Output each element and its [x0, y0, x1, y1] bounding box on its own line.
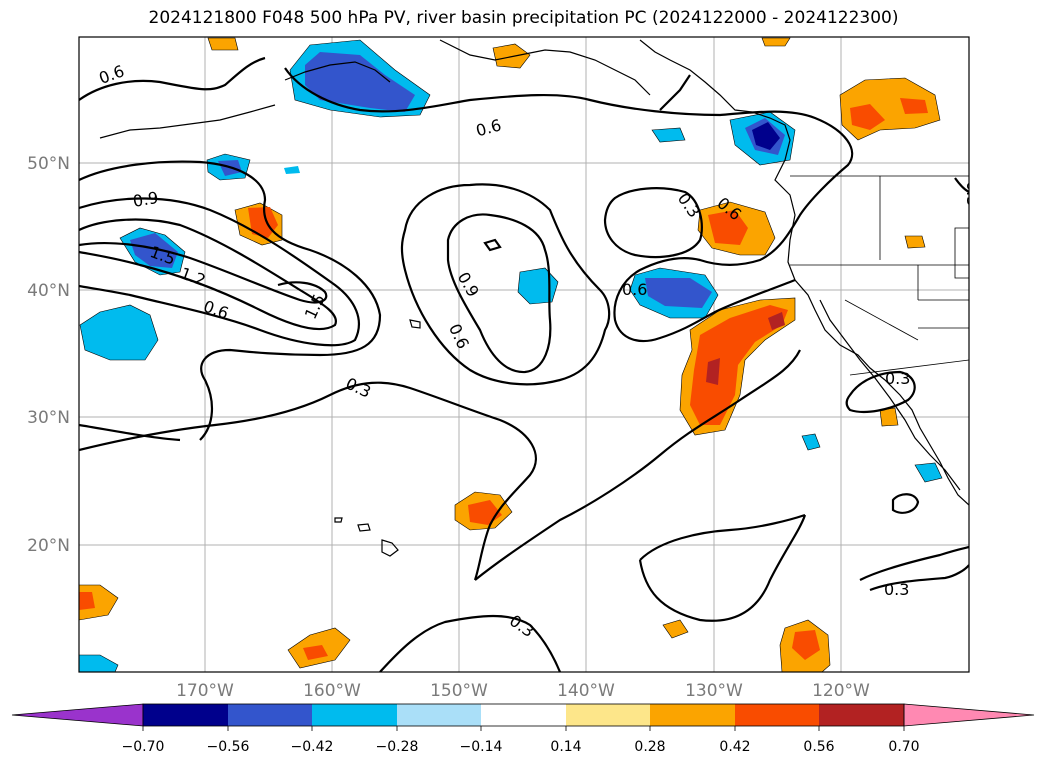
longitude-labels: 170°W 160°W 150°W 140°W 130°W 120°W	[176, 681, 870, 701]
colorbar-tick-label: 0.42	[719, 739, 750, 755]
coastlines	[99, 39, 969, 557]
colorbar-tick-label: −0.28	[376, 739, 419, 755]
colorbar-tick-label: 0.14	[550, 739, 581, 755]
state-borders	[790, 175, 969, 376]
map-panel	[79, 37, 969, 672]
colorbar-swatch	[481, 704, 566, 726]
colorbar-tick-label: −0.56	[207, 739, 250, 755]
contour-label: 0.3	[885, 369, 910, 388]
lon-label: 120°W	[812, 681, 870, 701]
colorbar-tick-label: 0.28	[634, 739, 665, 755]
contour-label: 0.3	[884, 580, 909, 599]
colorbar-swatch	[312, 704, 397, 726]
pv-contours	[79, 56, 969, 672]
colorbar-swatch	[819, 704, 904, 726]
positive-precip-patches	[79, 37, 941, 672]
lat-label: 20°N	[27, 536, 70, 556]
latitude-labels: 50°N 40°N 30°N 20°N	[27, 154, 70, 556]
colorbar-ticks	[142, 726, 905, 731]
colorbar: −0.70 −0.56 −0.42 −0.28 −0.14 0.14 0.28 …	[11, 703, 1035, 755]
lon-label: 160°W	[303, 681, 361, 701]
contour-label: 0.6	[622, 280, 647, 299]
colorbar-frame	[142, 703, 905, 727]
lat-label: 50°N	[27, 154, 70, 174]
lon-label: 140°W	[557, 681, 615, 701]
colorbar-swatch	[397, 704, 481, 726]
colorbar-tick-label: −0.14	[460, 739, 503, 755]
lat-label: 30°N	[27, 408, 70, 428]
map-frame	[78, 36, 970, 673]
lat-label: 40°N	[27, 281, 70, 301]
colorbar-swatch	[143, 704, 228, 726]
map-title: 2024121800 F048 500 hPa PV, river basin …	[148, 8, 899, 28]
lon-label: 170°W	[176, 681, 234, 701]
colorbar-extend-high	[903, 703, 1035, 727]
colorbar-tick-label: 0.70	[888, 739, 919, 755]
colorbar-extend-low	[11, 703, 144, 727]
lon-label: 150°W	[430, 681, 488, 701]
colorbar-swatch	[650, 704, 735, 726]
colorbar-swatch	[566, 704, 650, 726]
lon-label: 130°W	[685, 681, 743, 701]
negative-precip-patches	[79, 39, 943, 672]
colorbar-swatch	[228, 704, 312, 726]
contour-label: 0.3	[963, 181, 982, 206]
colorbar-swatch	[735, 704, 819, 726]
colorbar-tick-label: −0.42	[291, 739, 334, 755]
colorbar-tick-label: −0.70	[122, 739, 165, 755]
contour-label: 0.9	[131, 188, 159, 211]
colorbar-tick-label: 0.56	[803, 739, 834, 755]
